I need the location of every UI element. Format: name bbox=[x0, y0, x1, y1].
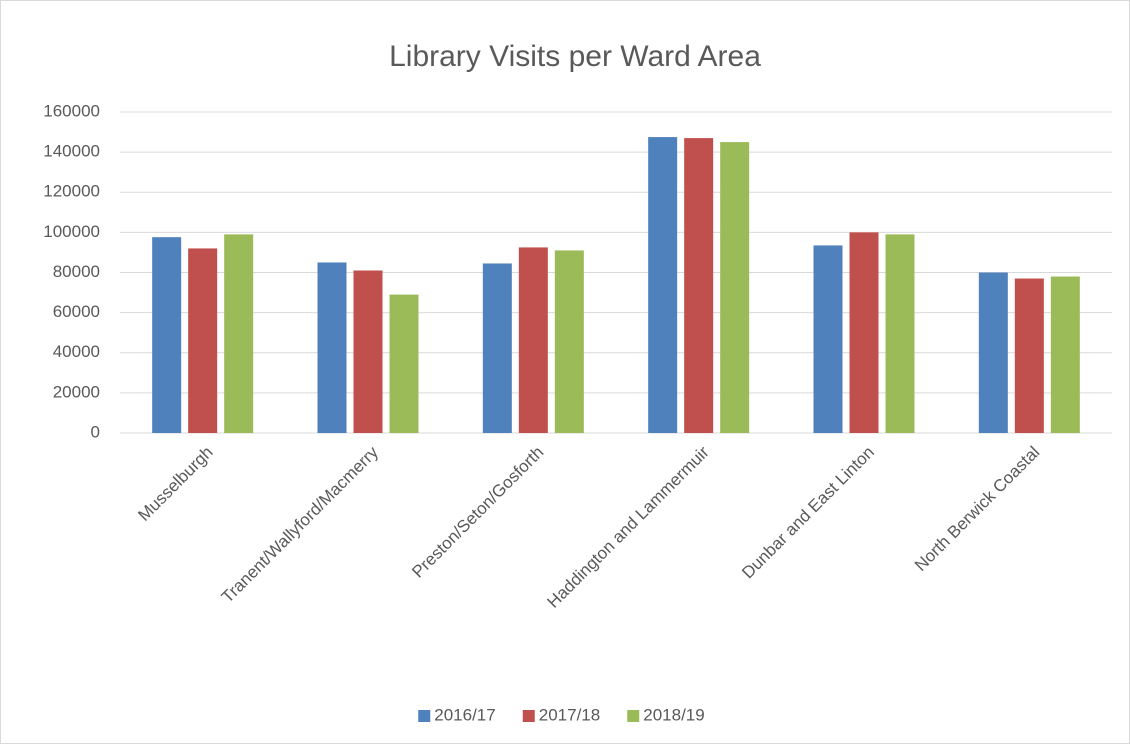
bar bbox=[648, 137, 678, 433]
bar bbox=[978, 272, 1008, 433]
bar bbox=[188, 248, 218, 433]
legend-swatch bbox=[627, 710, 640, 722]
y-tick-label: 60000 bbox=[53, 302, 100, 321]
bar bbox=[224, 234, 254, 433]
legend-swatch bbox=[522, 710, 535, 722]
bar bbox=[1050, 276, 1080, 433]
legend-label: 2018/19 bbox=[643, 705, 704, 724]
bar bbox=[518, 247, 548, 433]
legend-label: 2017/18 bbox=[539, 705, 600, 724]
y-tick-label: 140000 bbox=[43, 142, 100, 161]
y-tick-label: 120000 bbox=[43, 182, 100, 201]
bar bbox=[684, 138, 714, 434]
legend-swatch bbox=[418, 710, 431, 722]
y-tick-label: 160000 bbox=[43, 101, 100, 120]
bar bbox=[389, 294, 419, 433]
y-tick-label: 40000 bbox=[53, 342, 100, 361]
y-tick-label: 0 bbox=[91, 422, 100, 441]
legend-label: 2016/17 bbox=[434, 705, 495, 724]
bar bbox=[720, 142, 750, 433]
chart-title: Library Visits per Ward Area bbox=[389, 40, 761, 73]
bar bbox=[1014, 278, 1044, 433]
bar bbox=[554, 250, 584, 433]
bar bbox=[152, 237, 182, 433]
y-tick-label: 20000 bbox=[53, 382, 100, 401]
y-tick-label: 100000 bbox=[43, 222, 100, 241]
bar bbox=[849, 232, 879, 433]
bar bbox=[885, 234, 915, 433]
bar bbox=[353, 270, 383, 433]
bar bbox=[317, 262, 347, 433]
y-tick-label: 80000 bbox=[53, 262, 100, 281]
bar bbox=[482, 263, 512, 433]
bar bbox=[813, 245, 843, 433]
